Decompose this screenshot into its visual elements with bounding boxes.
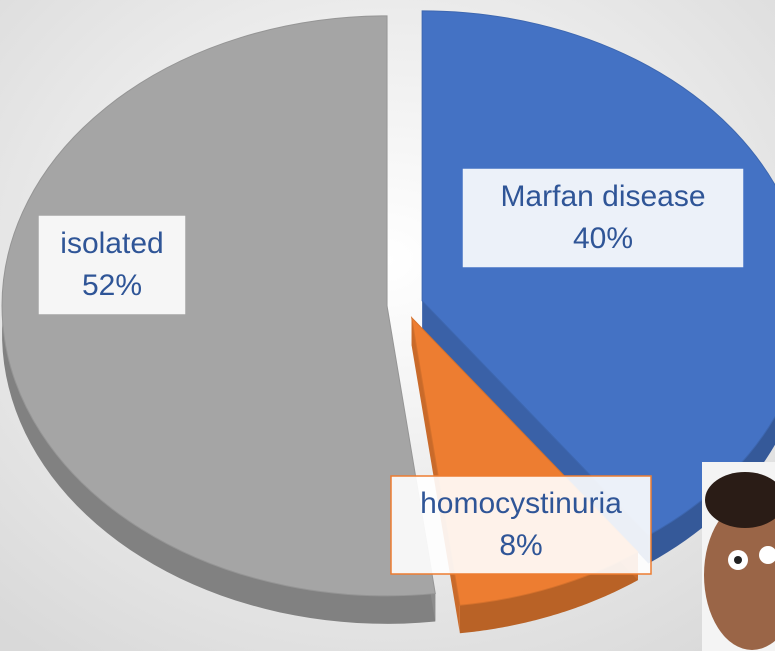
photo-pupil [734,556,742,564]
slice [421,10,775,537]
photo [702,462,775,651]
slice [1,15,436,597]
label-value: 52% [82,269,142,302]
labels: Marfan disease 40% homocystinuria 8% isolate… [37,167,745,575]
label-value: 8% [499,529,542,562]
photo-face [704,500,775,650]
label-name: Marfan disease [500,180,705,213]
label-box [37,214,187,316]
photo-eye [759,546,775,564]
label-value: 40% [573,222,633,255]
photo-hair [705,472,775,528]
label-name: isolated [60,227,163,260]
label-box [461,167,745,269]
label-name: homocystinuria [420,487,622,520]
label-box [390,475,652,575]
slice-side [459,552,638,634]
